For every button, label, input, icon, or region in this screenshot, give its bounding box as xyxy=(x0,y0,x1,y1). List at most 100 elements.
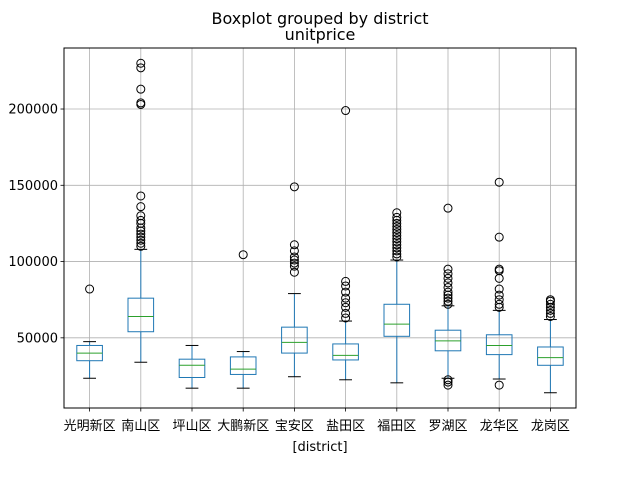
x-tick-label: 盐田区 xyxy=(326,419,365,434)
outlier-point xyxy=(341,313,351,323)
outlier-point xyxy=(136,232,146,242)
outlier-point xyxy=(289,246,299,256)
x-tick-label: 龙华区 xyxy=(480,419,519,434)
box-group xyxy=(127,58,155,363)
outlier-point xyxy=(392,234,402,244)
outlier-point xyxy=(443,296,453,306)
outlier-point xyxy=(443,273,453,283)
outlier-point xyxy=(392,218,402,228)
outlier-point xyxy=(136,241,146,251)
box-iqr xyxy=(229,356,257,375)
outlier-point xyxy=(341,302,351,312)
box-iqr xyxy=(485,334,513,356)
box-group xyxy=(281,182,308,378)
outlier-point xyxy=(341,287,351,297)
outlier-point xyxy=(494,232,504,242)
outlier-point xyxy=(136,58,146,68)
outlier-point xyxy=(289,261,299,271)
box-iqr xyxy=(537,346,564,366)
outlier-point xyxy=(136,211,146,221)
outlier-point xyxy=(392,246,402,256)
outlier-point xyxy=(494,380,504,390)
outlier-point xyxy=(443,375,453,385)
outlier-point xyxy=(443,278,453,288)
outlier-point xyxy=(392,225,402,235)
x-tick-label: 大鹏新区 xyxy=(217,418,269,434)
outlier-point xyxy=(494,290,504,300)
outlier-point xyxy=(289,255,299,265)
y-tick-label: 100000 xyxy=(8,255,58,270)
box-iqr xyxy=(281,326,308,354)
outlier-point xyxy=(443,293,453,303)
outlier-point xyxy=(443,299,453,309)
outlier-point xyxy=(341,308,351,318)
x-tick-label: 罗湖区 xyxy=(428,419,467,434)
outlier-point xyxy=(494,284,504,294)
y-tick-label: 50000 xyxy=(17,331,58,346)
y-tick-label: 200000 xyxy=(8,103,58,118)
box-group xyxy=(229,250,257,389)
outlier-point xyxy=(136,235,146,245)
outlier-point xyxy=(392,228,402,238)
box-group xyxy=(178,344,206,389)
outlier-point xyxy=(341,276,351,286)
outlier-point xyxy=(494,177,504,187)
outlier-point xyxy=(443,282,453,292)
outlier-point xyxy=(392,208,402,218)
box-iqr xyxy=(178,358,206,378)
outlier-point xyxy=(545,295,555,305)
box-group xyxy=(383,208,411,384)
chart-title: unitprice xyxy=(285,25,356,44)
outlier-point xyxy=(392,240,402,250)
x-tick-label: 宝安区 xyxy=(275,419,314,434)
outlier-point xyxy=(341,106,351,116)
box-group xyxy=(332,106,359,381)
outlier-point xyxy=(136,63,146,73)
outlier-point xyxy=(136,215,146,225)
x-tick-label: 福田区 xyxy=(377,419,416,434)
outlier-point xyxy=(545,308,555,318)
outlier-point xyxy=(238,250,248,260)
x-tick-label: 光明新区 xyxy=(64,418,116,434)
chart-suptitle: Boxplot grouped by district xyxy=(211,9,428,28)
x-axis-ticks: 光明新区 南山区 坪山区 大鹏新区 宝安区 盐田区 福田区 罗湖区 龙华区 龙岗区 xyxy=(64,408,570,434)
box-group xyxy=(537,295,564,394)
outlier-point xyxy=(392,249,402,259)
outlier-point xyxy=(289,252,299,262)
outlier-point xyxy=(443,377,453,387)
outlier-point xyxy=(136,229,146,239)
outlier-point xyxy=(392,231,402,241)
y-axis-ticks: 50000 100000 150000 200000 xyxy=(8,103,64,346)
outlier-point xyxy=(136,202,146,212)
x-tick-label: 龙岗区 xyxy=(531,419,570,434)
outlier-point xyxy=(392,221,402,231)
box-group xyxy=(485,177,513,390)
outlier-point xyxy=(136,191,146,201)
grid-lines xyxy=(64,48,576,408)
outlier-point xyxy=(545,299,555,309)
x-axis-label: [district] xyxy=(292,440,347,455)
outlier-point xyxy=(545,311,555,321)
box-iqr xyxy=(127,297,155,333)
outlier-point xyxy=(289,182,299,192)
outlier-point xyxy=(341,281,351,291)
outlier-point xyxy=(494,295,504,305)
outlier-point xyxy=(443,203,453,213)
box-iqr xyxy=(332,343,359,361)
outlier-point xyxy=(341,293,351,303)
outlier-point xyxy=(136,98,146,108)
outlier-point xyxy=(341,298,351,308)
outlier-point xyxy=(289,240,299,250)
outlier-point xyxy=(392,252,402,262)
outlier-point xyxy=(545,305,555,315)
plot-frame xyxy=(63,47,577,409)
box-group xyxy=(76,284,103,379)
outlier-point xyxy=(494,299,504,309)
outlier-point xyxy=(85,284,95,294)
boxes xyxy=(76,58,564,394)
outlier-point xyxy=(443,287,453,297)
outlier-point xyxy=(443,380,453,390)
outlier-point xyxy=(136,238,146,248)
